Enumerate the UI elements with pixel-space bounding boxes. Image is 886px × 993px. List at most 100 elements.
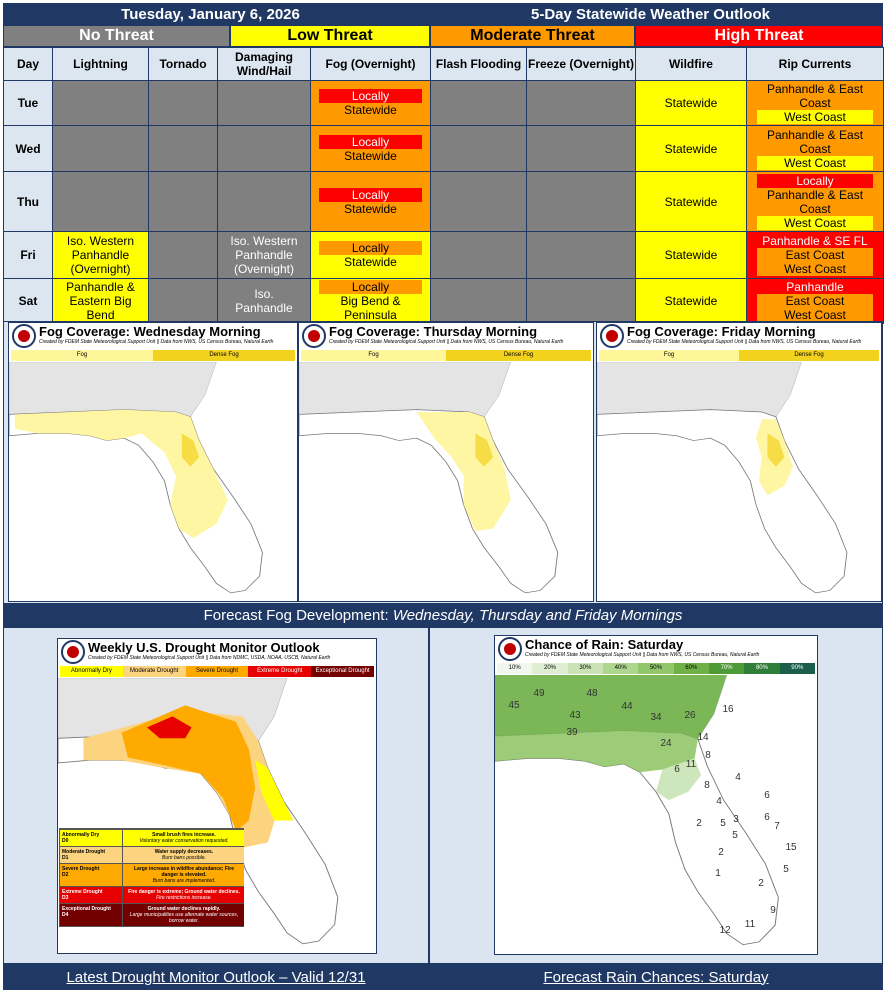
threat-text: Panhandle & Eastern Big Bend [59,280,142,322]
key-impact: Small brush fires increase. [152,832,216,838]
fog-area [416,411,511,531]
threat-text: Big Bend & Peninsula [319,294,422,322]
threat-text: Panhandle & East Coast [756,187,874,216]
caption-text: Latest Drought Monitor Outlook – Valid 1… [66,968,366,986]
logo-core [308,330,320,342]
florida [299,409,559,594]
legend-item: 50% [638,663,674,674]
key-code: D0 [62,838,69,844]
day-row: Thu Locally Statewide Statewide Locally Panha… [3,171,884,232]
rain-label: 3 [733,814,739,825]
rain-label: 1 [715,868,721,879]
day: Sat [3,278,53,324]
map-title: Fog Coverage: Friday Morning [627,324,816,339]
threat-cell [148,231,218,279]
rain-label: 45 [508,700,520,711]
threat-text: East Coast [756,294,874,308]
key-name: Moderate Drought [62,849,106,855]
threat-text: Statewide [643,141,739,156]
map-credit: Created by FDEM State Meteorological Sup… [329,339,564,345]
rain-label: 7 [774,821,780,832]
map-layer [495,675,779,946]
rain-label: 5 [783,864,789,875]
column-header: Flash Flooding [430,47,527,81]
rain-caption: Forecast Rain Chances: Saturday [429,964,883,990]
threat-cell: Iso. Western Panhandle (Overnight) [217,231,311,279]
logo [600,324,624,348]
threat-text: West Coast [756,215,874,230]
map [9,362,263,594]
rain-label: 44 [621,701,633,712]
threat-level: No Threat [3,25,230,47]
threat-cell [52,171,149,232]
column-header: Day [3,47,53,81]
threat-level: Low Threat [230,25,430,47]
key-row: Abnormally Dry D0 Small brush fires increa… [60,829,244,846]
florida [597,409,848,594]
rain-label: 34 [650,712,662,723]
threat-cell: Locally Big Bend & Peninsula [310,278,431,324]
key-category: Moderate Drought D1 [60,847,123,863]
threat-cell: Panhandle & Eastern Big Bend [52,278,149,324]
threat-cell: Statewide [635,80,747,126]
rain-label: 39 [566,727,578,738]
rain-low [656,758,702,801]
day-row: Wed Locally Statewide Statewide Panhandle & … [3,125,884,172]
day: Fri [3,231,53,279]
threat-text: Statewide [319,255,422,269]
logo [302,324,326,348]
key-note: Large municipalities use alternate water… [129,912,239,924]
key-row: Extreme Drought D3 Fire danger is extreme;… [60,886,244,903]
key-row: Exceptional Drought D4 Ground water declin… [60,903,244,926]
logo [61,640,85,664]
legend-item: Dense Fog [446,350,591,361]
key-code: D4 [62,912,69,918]
day-row: Tue Locally Statewide Statewide Panhandle & … [3,80,884,126]
threat-text: Statewide [643,294,739,308]
legend-item: 10% [497,663,533,674]
map-header: Fog Coverage: Thursday Morning Created by… [299,323,593,349]
threat-cell: Locally Panhandle & East Coast West Coast [746,171,884,232]
drought-key: Abnormally Dry D0 Small brush fires increa… [59,828,244,927]
key-row: Severe Drought D2 Large increase in wildfi… [60,863,244,886]
threat-text: Panhandle & East Coast [756,82,874,110]
rain-label: 11 [686,759,697,770]
threat-text: Locally [319,280,422,294]
key-impacts: Water supply decreases. Burn bans possibl… [123,847,244,863]
threat-text: Statewide [319,201,422,216]
threat-cell: Panhandle & East Coast West Coast [746,125,884,172]
key-impact: Ground water declines rapidly. [147,906,221,912]
threat-cell: Locally Statewide [310,80,431,126]
dense-fog-area [767,433,785,467]
legend-item: Dense Fog [739,350,879,361]
key-category: Severe Drought D2 [60,864,123,886]
logo-core [18,330,30,342]
map-credit: Created by FDEM State Meteorological Sup… [525,652,760,658]
map-layer [58,678,339,945]
rain-label: 15 [785,842,797,853]
threat-cell [148,80,218,126]
threat-text: Panhandle & East Coast [756,127,874,156]
threat-text: Panhandle & SE FL [756,234,874,248]
rain-label: 9 [770,905,776,916]
key-row: Moderate Drought D1 Water supply decreases… [60,846,244,863]
day-row: Sat Panhandle & Eastern Big Bend Iso. Panh… [3,278,884,324]
column-header: Damaging Wind/Hail [217,47,311,81]
rain-label: 5 [720,818,726,829]
legend-item: Abnormally Dry [60,666,123,677]
map [299,362,559,594]
legend-item: 20% [532,663,568,674]
threat-cell [148,125,218,172]
threat-cell [430,171,527,232]
map-card: Weekly U.S. Drought Monitor Outlook Creat… [57,638,377,954]
key-name: Abnormally Dry [62,832,100,838]
map-header: Fog Coverage: Wednesday Morning Created b… [9,323,297,349]
threat-cell [430,278,527,324]
map-title: Weekly U.S. Drought Monitor Outlook [88,640,320,655]
map-credit: Created by FDEM State Meteorological Sup… [88,655,331,661]
map-legend: Fog Dense Fog [301,350,591,361]
legend-item: Fog [599,350,739,361]
rain-label: 49 [533,688,545,699]
